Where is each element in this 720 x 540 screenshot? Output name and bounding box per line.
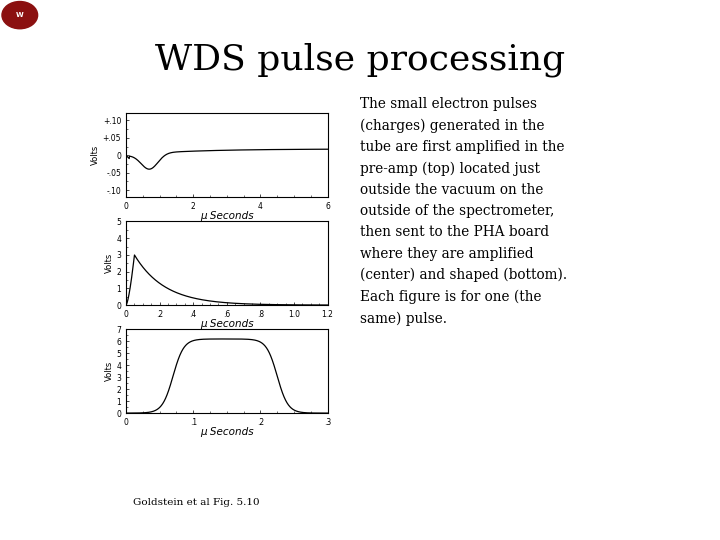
Text: WDS pulse processing: WDS pulse processing <box>155 42 565 77</box>
Text: μ Seconds: μ Seconds <box>200 211 253 221</box>
Circle shape <box>2 2 37 29</box>
Text: UW- Madison Geology  777: UW- Madison Geology 777 <box>58 10 220 20</box>
Text: W: W <box>16 12 24 18</box>
Y-axis label: Volts: Volts <box>104 253 114 273</box>
Text: The small electron pulses
(charges) generated in the
tube are first amplified in: The small electron pulses (charges) gene… <box>360 97 567 326</box>
Y-axis label: Volts: Volts <box>104 361 114 381</box>
Text: μ Seconds: μ Seconds <box>200 427 253 437</box>
Text: μ Seconds: μ Seconds <box>200 319 253 329</box>
Y-axis label: Volts: Volts <box>91 145 100 165</box>
Text: Goldstein et al Fig. 5.10: Goldstein et al Fig. 5.10 <box>133 498 260 507</box>
